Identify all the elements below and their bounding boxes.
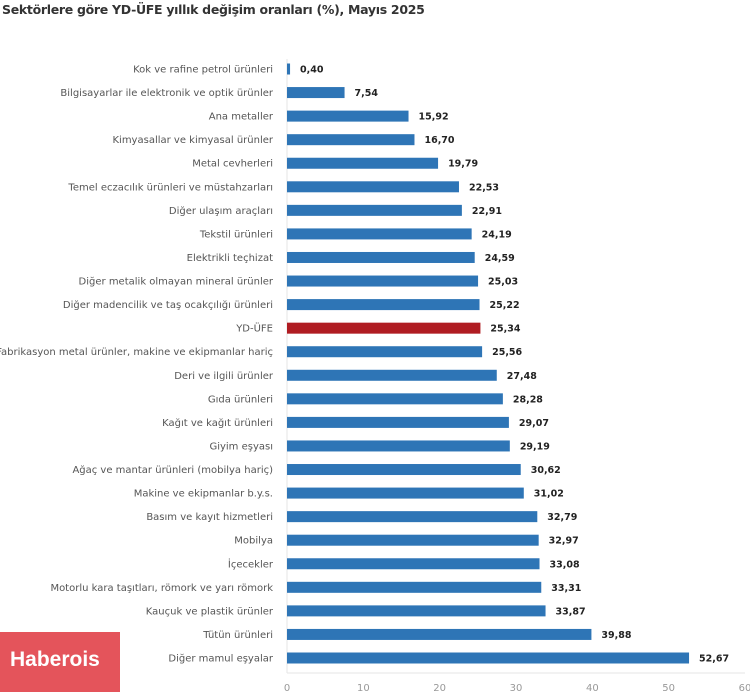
data-label: 27,48 — [507, 371, 537, 382]
x-tick-label: 10 — [357, 683, 370, 692]
data-label: 29,07 — [519, 418, 549, 429]
data-label: 31,02 — [534, 489, 564, 500]
bar — [287, 605, 546, 617]
data-label: 33,87 — [556, 606, 586, 617]
bar — [287, 134, 415, 146]
category-label: İçecekler — [228, 557, 274, 570]
data-label: 24,19 — [482, 229, 512, 240]
category-label: Kağıt ve kağıt ürünleri — [162, 417, 273, 429]
data-label: 39,88 — [601, 630, 631, 641]
category-label: Basım ve kayıt hizmetleri — [146, 512, 273, 523]
bar — [287, 487, 524, 499]
category-label: Ana metaller — [209, 112, 274, 123]
x-tick-label: 0 — [284, 683, 290, 692]
bar — [287, 275, 479, 287]
category-label: Giyim eşyası — [209, 441, 273, 452]
data-label: 25,03 — [488, 277, 518, 288]
category-label: Makine ve ekipmanlar b.y.s. — [134, 489, 273, 500]
data-label: 25,34 — [490, 324, 520, 335]
bar — [287, 322, 481, 334]
x-tick-label: 60 — [739, 683, 750, 692]
watermark-text: Haberois — [10, 648, 100, 671]
category-label: Fabrikasyon metal ürünler, makine ve eki… — [0, 347, 273, 358]
x-tick-label: 40 — [586, 683, 599, 692]
bar — [287, 299, 480, 311]
category-label: Mobilya — [234, 536, 273, 547]
data-label: 24,59 — [485, 253, 515, 264]
data-label: 30,62 — [531, 465, 561, 476]
bar — [287, 581, 542, 593]
bar — [287, 251, 475, 263]
bar — [287, 628, 592, 640]
category-label: Kok ve rafine petrol ürünleri — [133, 65, 273, 76]
bar — [287, 204, 462, 216]
data-label: 15,92 — [419, 112, 449, 123]
category-label: Metal cevherleri — [192, 159, 273, 170]
data-label: 32,79 — [547, 512, 577, 523]
data-label: 25,56 — [492, 347, 522, 358]
category-label: Diğer madencilik ve taş ocakçılığı ürünl… — [63, 299, 273, 311]
data-label: 22,53 — [469, 182, 499, 193]
x-tick-label: 50 — [662, 683, 675, 692]
data-label: 0,40 — [300, 65, 324, 76]
watermark-banner: Haberois — [0, 632, 120, 692]
category-label: Tekstil ürünleri — [199, 229, 273, 240]
bar — [287, 558, 540, 570]
bar — [287, 181, 459, 193]
data-label: 32,97 — [549, 536, 579, 547]
x-tick-label: 20 — [433, 683, 446, 692]
category-label: YD-ÜFE — [235, 322, 273, 335]
category-label: Deri ve ilgili ürünler — [174, 371, 274, 382]
bar — [287, 534, 539, 546]
category-label: Ağaç ve mantar ürünleri (mobilya hariç) — [72, 464, 273, 476]
category-label: Tütün ürünleri — [202, 630, 273, 641]
bar — [287, 416, 509, 428]
bar — [287, 157, 439, 169]
bar — [287, 110, 409, 122]
data-label: 16,70 — [424, 135, 454, 146]
data-label: 25,22 — [490, 300, 520, 311]
category-label: Diğer metalik olmayan mineral ürünler — [79, 276, 274, 288]
bar — [287, 440, 510, 452]
category-label: Kimyasallar ve kimyasal ürünler — [112, 135, 273, 146]
data-label: 28,28 — [513, 394, 543, 405]
data-label: 22,91 — [472, 206, 502, 217]
data-label: 19,79 — [448, 159, 478, 170]
bar — [287, 87, 345, 99]
category-label: Bilgisayarlar ile elektronik ve optik ür… — [60, 88, 273, 99]
category-label: Temel eczacılık ürünleri ve müstahzarlar… — [67, 182, 273, 193]
category-label: Gıda ürünleri — [208, 394, 273, 405]
x-tick-label: 30 — [510, 683, 523, 692]
category-label: Elektrikli teçhizat — [187, 253, 273, 264]
bar — [287, 393, 503, 405]
category-label: Motorlu kara taşıtları, römork ve yarı r… — [50, 583, 273, 594]
category-label: Diğer mamul eşyalar — [168, 653, 273, 665]
data-label: 7,54 — [355, 88, 379, 99]
data-label: 52,67 — [699, 654, 729, 665]
bar — [287, 511, 538, 523]
bar — [287, 369, 497, 381]
chart-title: Sektörlere göre YD-ÜFE yıllık değişim or… — [2, 2, 425, 17]
bar — [287, 652, 690, 664]
bar — [287, 464, 521, 476]
category-label: Kauçuk ve plastik ürünler — [146, 606, 274, 617]
bar — [287, 346, 483, 358]
data-label: 33,31 — [551, 583, 581, 594]
data-label: 33,08 — [550, 559, 580, 570]
bar — [287, 63, 291, 75]
category-label: Diğer ulaşım araçları — [169, 205, 273, 217]
bar — [287, 228, 472, 240]
data-label: 29,19 — [520, 441, 550, 452]
